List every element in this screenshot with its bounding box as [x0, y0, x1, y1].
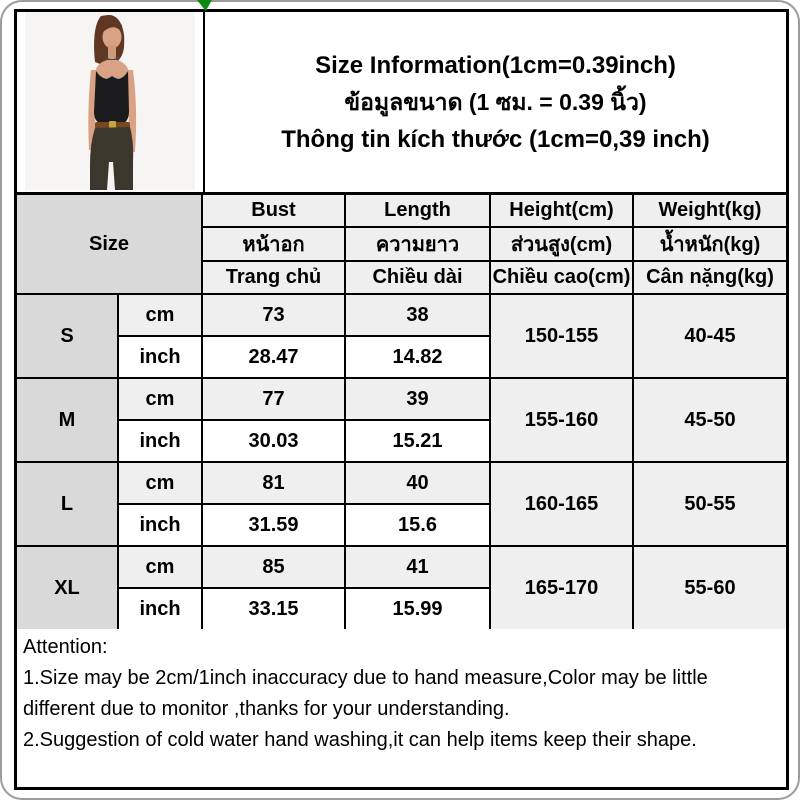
col-header-bust-en: Bust: [201, 195, 346, 228]
content-frame: Size Information(1cm=0.39inch) ข้อมูลขนา…: [14, 9, 789, 790]
col-header-height-th: ส่วนสูง(cm): [489, 226, 634, 262]
unit-cm-label: cm: [117, 377, 203, 421]
m-bust-inch: 30.03: [201, 419, 346, 463]
m-bust-cm: 77: [201, 377, 346, 421]
xl-height: 165-170: [489, 545, 634, 629]
m-height: 155-160: [489, 377, 634, 463]
unit-cm-label: cm: [117, 545, 203, 589]
col-header-length-vi: Chiều dài: [344, 260, 491, 295]
size-cell-s: S: [17, 293, 119, 379]
m-length-cm: 39: [344, 377, 491, 421]
xl-bust-cm: 85: [201, 545, 346, 589]
l-length-inch: 15.6: [344, 503, 490, 547]
title-vietnamese: Thông tin kích thước (1cm=0,39 inch): [281, 125, 710, 153]
size-cell-xl: XL: [17, 545, 119, 629]
col-header-weight-vi: Cân nặng(kg): [632, 260, 786, 295]
s-length-inch: 14.82: [344, 335, 490, 379]
l-weight: 50-55: [632, 461, 786, 547]
unit-cm-label: cm: [117, 293, 203, 337]
model-photo-illustration: [17, 12, 203, 192]
unit-inch-label: inch: [118, 419, 203, 463]
m-length-inch: 15.21: [344, 419, 490, 463]
xl-weight: 55-60: [632, 545, 786, 629]
attention-section: Attention: 1.Size may be 2cm/1inch inacc…: [17, 629, 786, 787]
l-height: 160-165: [489, 461, 634, 547]
col-header-length-en: Length: [344, 195, 491, 228]
l-bust-inch: 31.59: [201, 503, 346, 547]
col-header-weight-th: น้ำหนัก(kg): [632, 226, 786, 262]
unit-inch-label: inch: [118, 335, 203, 379]
top-section: Size Information(1cm=0.39inch) ข้อมูลขนา…: [17, 12, 786, 195]
col-header-height-vi: Chiều cao(cm): [489, 260, 634, 295]
product-photo: [17, 12, 205, 192]
col-header-weight-en: Weight(kg): [632, 195, 786, 228]
size-table: Size Bust Length Height(cm) Weight(kg) ห…: [17, 195, 786, 629]
m-weight: 45-50: [632, 377, 786, 463]
l-length-cm: 40: [344, 461, 491, 505]
attention-note-1: 1.Size may be 2cm/1inch inaccuracy due t…: [23, 667, 708, 720]
attention-heading: Attention:: [23, 636, 108, 658]
size-cell-l: L: [17, 461, 119, 547]
s-bust-cm: 73: [201, 293, 346, 337]
s-length-cm: 38: [344, 293, 491, 337]
title-english: Size Information(1cm=0.39inch): [315, 51, 676, 79]
title-thai: ข้อมูลขนาด (1 ซม. = 0.39 นิ้ว): [344, 88, 647, 115]
size-cell-m: M: [17, 377, 119, 463]
unit-cm-label: cm: [117, 461, 203, 505]
xl-bust-inch: 33.15: [201, 587, 346, 629]
col-header-height-en: Height(cm): [489, 195, 634, 228]
unit-inch-label: inch: [118, 587, 203, 629]
xl-length-cm: 41: [344, 545, 491, 589]
xl-length-inch: 15.99: [344, 587, 490, 629]
col-header-bust-th: หน้าอก: [202, 226, 346, 262]
size-table-corner-label: Size: [17, 195, 203, 295]
s-weight: 40-45: [632, 293, 786, 379]
l-bust-cm: 81: [201, 461, 346, 505]
green-corner-marker-icon: [197, 0, 212, 11]
s-height: 150-155: [489, 293, 634, 379]
col-header-length-th: ความยาว: [344, 226, 491, 262]
size-info-title-block: Size Information(1cm=0.39inch) ข้อมูลขนา…: [205, 12, 786, 192]
s-bust-inch: 28.47: [201, 335, 346, 379]
unit-inch-label: inch: [118, 503, 203, 547]
col-header-bust-vi: Trang chủ: [202, 260, 346, 295]
attention-note-2: 2.Suggestion of cold water hand washing,…: [23, 729, 697, 751]
